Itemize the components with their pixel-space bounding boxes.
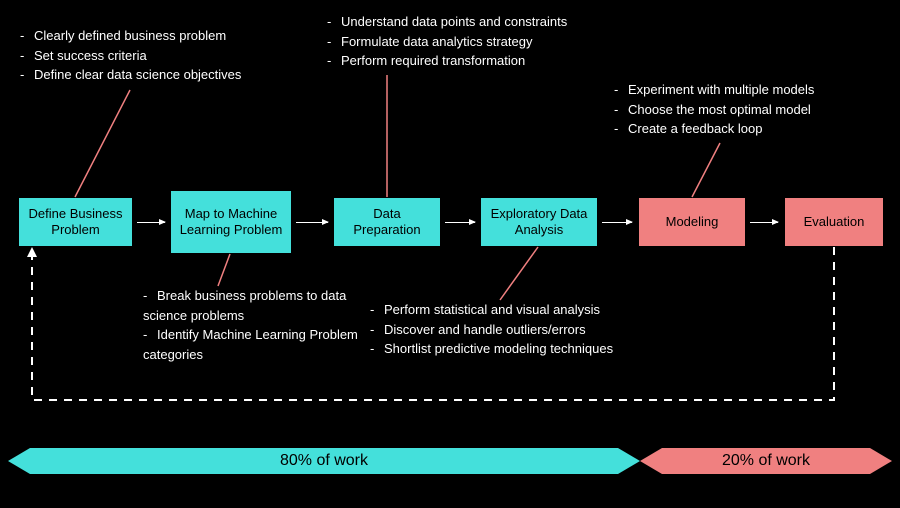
callout-item: Perform statistical and visual analysis <box>370 300 690 320</box>
box-label: Define Business Problem <box>23 206 128 237</box>
callout-item: Clearly defined business problem <box>20 26 310 46</box>
callout-item: Understand data points and constraints <box>327 12 637 32</box>
work-bar-20: 20% of work <box>640 448 892 474</box>
flow-arrow <box>296 222 328 223</box>
callout-item: Perform required transformation <box>327 51 637 71</box>
callout-define-business: Clearly defined business problem Set suc… <box>20 26 310 85</box>
callout-modeling: Experiment with multiple models Choose t… <box>614 80 894 139</box>
callout-item: Set success criteria <box>20 46 310 66</box>
work-bar-80: 80% of work <box>8 448 640 474</box>
callout-item: Choose the most optimal model <box>614 100 894 120</box>
box-label: Map to Machine Learning Problem <box>175 206 287 237</box>
box-label: Exploratory Data Analysis <box>485 206 593 237</box>
work-bar-label: 20% of work <box>640 452 892 470</box>
box-label: Evaluation <box>804 214 865 230</box>
callout-eda: Perform statistical and visual analysis … <box>370 300 690 359</box>
callout-item: Define clear data science objectives <box>20 65 310 85</box>
work-bar-label: 80% of work <box>8 452 640 470</box>
callout-item: Identify Machine Learning Problem catego… <box>143 325 393 364</box>
callout-item: Formulate data analytics strategy <box>327 32 637 52</box>
flow-box-modeling: Modeling <box>638 197 746 247</box>
flow-box-map-ml: Map to Machine Learning Problem <box>170 190 292 254</box>
callout-map-ml: Break business problems to data science … <box>143 286 393 364</box>
flow-arrow <box>602 222 632 223</box>
callout-item: Experiment with multiple models <box>614 80 894 100</box>
callout-item: Discover and handle outliers/errors <box>370 320 690 340</box>
callout-item: Create a feedback loop <box>614 119 894 139</box>
callout-item: Shortlist predictive modeling techniques <box>370 339 690 359</box>
callout-item: Break business problems to data science … <box>143 286 393 325</box>
flow-arrow <box>445 222 475 223</box>
box-label: Data Preparation <box>338 206 436 237</box>
flow-arrow <box>750 222 778 223</box>
box-label: Modeling <box>666 214 719 230</box>
flow-box-data-prep: Data Preparation <box>333 197 441 247</box>
flow-box-evaluation: Evaluation <box>784 197 884 247</box>
flow-box-define-business: Define Business Problem <box>18 197 133 247</box>
callout-data-prep: Understand data points and constraints F… <box>327 12 637 71</box>
flow-arrow <box>137 222 165 223</box>
flow-box-eda: Exploratory Data Analysis <box>480 197 598 247</box>
